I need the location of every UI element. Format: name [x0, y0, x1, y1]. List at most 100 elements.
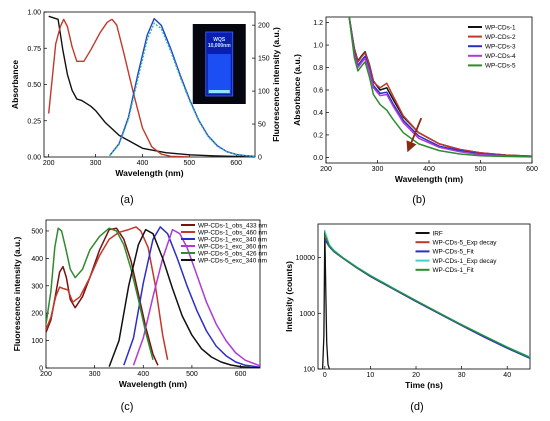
- x-axis-label: Time (ns): [405, 380, 443, 390]
- legend-label: WP-CDs-1_obs_433 nm: [198, 222, 267, 229]
- x-tick-label: 400: [137, 160, 149, 167]
- series-line-4: [46, 227, 154, 360]
- x-axis-label: Wavelength (nm): [119, 379, 187, 389]
- x-tick-label: 500: [184, 160, 196, 167]
- trend-arrow: [406, 117, 423, 153]
- panel-a: 200 300 400 500 6000.000.250.500.751.00Wavel…: [10, 10, 281, 179]
- y-tick-label: 0.50: [27, 82, 41, 89]
- series-line-3: [132, 228, 260, 367]
- series-line-3: [109, 22, 255, 157]
- y2-tick-label: 50: [258, 122, 266, 129]
- x-tick-label: 500: [186, 371, 198, 378]
- legend-label: WP-CDs-4: [485, 53, 516, 60]
- x-tick-label: 30: [458, 372, 466, 379]
- x-tick-label: 400: [137, 371, 149, 378]
- y2-tick-label: 150: [258, 56, 270, 63]
- legend-label: WP-CDs-1_exc_340 nm: [198, 236, 267, 243]
- series-line-4: [348, 17, 532, 158]
- x-axis-label: Wavelength (nm): [115, 168, 183, 178]
- x-tick-label: 200: [43, 160, 55, 167]
- y-axis-label: Absorbance: [10, 60, 20, 109]
- series-line-2: [123, 226, 260, 368]
- caption-a: (a): [120, 194, 133, 206]
- series-line-5: [108, 228, 260, 368]
- legend-label: WP-CDs-5: [485, 63, 516, 70]
- y-tick-label: 0.6: [313, 88, 323, 95]
- legend-label: WP-CDs-3: [485, 44, 516, 51]
- y-tick-label: 0: [39, 366, 43, 373]
- y-tick-label: 500: [31, 228, 43, 235]
- y-tick-label: 300: [31, 283, 43, 290]
- series-group: [46, 226, 260, 368]
- y-tick-label: 1000: [299, 311, 315, 318]
- plot-frame: [317, 223, 531, 370]
- series-line-1: [348, 17, 532, 158]
- caption-d: (d): [410, 401, 423, 413]
- y-tick-label: 100: [31, 338, 43, 345]
- series-line-0: [48, 15, 255, 157]
- x-tick-label: 300: [89, 371, 101, 378]
- legend-label: WP-CDs-2: [485, 34, 516, 41]
- y-axis-label: Fluorescence intensity (a.u.): [12, 236, 22, 351]
- x-tick-label: 10: [367, 372, 375, 379]
- y-tick-label: 0.00: [27, 155, 41, 162]
- y-tick-label: 0.4: [313, 110, 323, 117]
- x-tick-label: 300: [372, 166, 384, 173]
- y-axis-label: Absorbance (a.u.): [292, 54, 302, 126]
- inset-label-2: 10,000nm: [208, 43, 231, 49]
- series-group: [348, 17, 532, 158]
- y-tick-label: 0.75: [27, 46, 41, 53]
- panel-d: 0 10 20 30 40 100 1000 10000 Time (ns) Intensity …: [284, 223, 531, 390]
- legend-label: WP-CDs-1_Exp decay: [433, 258, 498, 265]
- y2-tick-label: 0: [258, 155, 262, 162]
- series-line-1: [46, 226, 169, 360]
- series-line-0: [321, 230, 331, 369]
- caption-b: (b): [412, 194, 425, 206]
- y2-axis-label: Fluorescence intensity (a.u.): [271, 27, 281, 142]
- y-tick-label: 0.8: [313, 65, 323, 72]
- legend-label: WP-CDs-5_exc_340 nm: [198, 257, 267, 264]
- cuvette-glow: [208, 90, 230, 93]
- legend-label: IRF: [433, 230, 443, 237]
- legend-label: WP-CDs-1_obs_460 nm: [198, 229, 267, 236]
- legend-label: WP-CDs-5_Fit: [433, 249, 474, 256]
- x-tick-label: 600: [230, 160, 242, 167]
- y-tick-label: 100: [303, 367, 315, 374]
- x-tick-label: 600: [526, 166, 538, 173]
- x-tick-label: 40: [503, 372, 511, 379]
- series-line-4: [324, 234, 530, 359]
- x-tick-label: 200: [40, 371, 52, 378]
- x-tick-label: 600: [235, 371, 247, 378]
- caption-c: (c): [121, 401, 134, 413]
- legend-label: WP-CDs-1_Fit: [433, 267, 474, 274]
- series-line-1: [324, 236, 530, 359]
- x-tick-label: 300: [90, 160, 102, 167]
- legend-label: WP-CDs-1_exc_360 nm: [198, 243, 267, 250]
- x-tick-label: 0: [323, 372, 327, 379]
- series-line-2: [324, 239, 530, 359]
- legend-label: WP-CDs-1: [485, 24, 516, 31]
- y2-tick-label: 100: [258, 89, 270, 96]
- x-tick-label: 20: [412, 372, 420, 379]
- series-line-2: [348, 17, 532, 158]
- legend-label: WP-CDs-5_obs_426 nm: [198, 250, 267, 257]
- series-line-3: [348, 17, 532, 158]
- y-tick-label: 1.2: [313, 20, 323, 27]
- panel-c: 200 300 400 500 6000100200300400500Wavelengt…: [12, 219, 267, 389]
- x-tick-label: 500: [475, 166, 487, 173]
- y-tick-label: 0.25: [27, 118, 41, 125]
- panel-b: 200 300 400 500 600 0.0 0.2 0.4 0.6 0.8 1.0 1.2 Wave…: [292, 16, 538, 184]
- legend: WP-CDs-1 WP-CDs-2 WP-CDs-3 WP-CDs-4 WP-CDs-5: [468, 24, 516, 70]
- series-line-1: [48, 18, 190, 157]
- x-axis-label: Wavelength (nm): [395, 174, 463, 184]
- series-group: [321, 230, 530, 369]
- glowing-solution: [207, 54, 231, 94]
- inset-label-1: WQS: [213, 37, 226, 43]
- legend: IRF WP-CDs-5_Exp decay WP-CDs-5_Fit WP-CDs-…: [415, 230, 498, 274]
- y-tick-label: 1.00: [27, 10, 41, 17]
- y-axis-label: Intensity (counts): [284, 261, 294, 332]
- legend-label: WP-CDs-5_Exp decay: [433, 240, 498, 247]
- y-tick-label: 10000: [296, 255, 316, 262]
